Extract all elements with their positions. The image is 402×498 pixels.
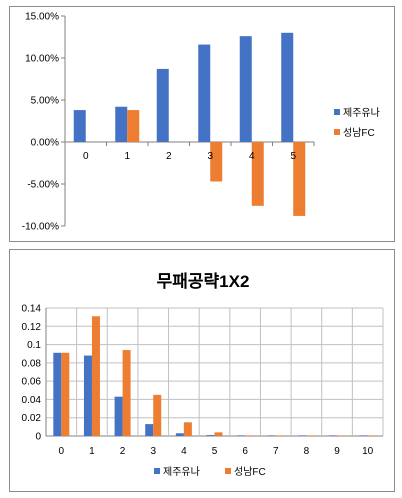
x-tick-label: 9 xyxy=(334,446,340,457)
x-tick-label: 8 xyxy=(304,446,310,457)
y-tick-label: 0.04 xyxy=(22,395,42,406)
x-tick-label: 4 xyxy=(249,151,255,162)
bar-2 xyxy=(214,432,223,436)
y-tick-label: 0.06 xyxy=(22,377,42,388)
x-tick-label: 1 xyxy=(89,446,95,457)
top-legend: 제주유나 성남FC xyxy=(334,107,380,139)
bar-2 xyxy=(293,142,306,216)
legend-swatch-series-2 xyxy=(334,129,340,135)
bar-1 xyxy=(175,433,184,436)
x-tick-label: 2 xyxy=(166,151,172,162)
legend-swatch-series-2 xyxy=(225,468,231,474)
top-chart-panel: 15.00% 10.00% 5.00% 0.00% -5.00% -10.00% 0 1 2 3… xyxy=(9,6,395,242)
y-tick-label: 0 xyxy=(35,432,41,443)
bar-1 xyxy=(237,435,246,436)
bar-1 xyxy=(239,36,252,142)
x-tick-label: 5 xyxy=(212,446,218,457)
x-tick-label: 3 xyxy=(207,151,213,162)
bar-1 xyxy=(298,435,307,436)
bar-1 xyxy=(359,435,368,436)
bar-1 xyxy=(198,44,211,143)
x-tick-label: 3 xyxy=(150,446,156,457)
x-tick-label: 10 xyxy=(362,446,374,457)
y-tick-label: 0.14 xyxy=(22,304,42,315)
x-tick-label: 7 xyxy=(273,446,279,457)
x-tick-label: 0 xyxy=(59,446,65,457)
y-tick-label: 5.00% xyxy=(31,96,59,107)
bar-2 xyxy=(251,142,264,206)
bar-1 xyxy=(53,352,62,436)
x-tick-label: 5 xyxy=(290,151,296,162)
y-tick-label: 0.02 xyxy=(22,413,42,424)
bar-2 xyxy=(183,422,192,436)
bottom-legend: 제주유나 성남FC xyxy=(154,466,266,478)
bar-1 xyxy=(156,68,169,142)
y-tick-label: -10.00% xyxy=(22,222,59,233)
bar-2 xyxy=(337,435,346,436)
bar-1 xyxy=(145,424,154,436)
bar-2 xyxy=(61,352,70,436)
chart-title: 무패공략1X2 xyxy=(157,272,250,291)
bar-1 xyxy=(329,435,338,436)
y-tick-label: 0.1 xyxy=(27,340,41,351)
y-tick-label: 0.00% xyxy=(31,138,59,149)
x-tick-label: 1 xyxy=(124,151,130,162)
bar-1 xyxy=(114,396,123,436)
bar-2 xyxy=(275,435,284,436)
bar-1 xyxy=(83,355,92,436)
bottom-chart-panel: 무패공략1X2 0.14 0.12 0.1 0.08 0.06 0.04 0.02 0 0 1 2… xyxy=(9,249,395,492)
y-tick-label: -5.00% xyxy=(27,180,59,191)
bar-2 xyxy=(153,394,162,436)
legend-swatch-series-1 xyxy=(154,468,160,474)
bar-2 xyxy=(210,142,223,182)
y-tick-label: 15.00% xyxy=(25,12,59,23)
bar-1 xyxy=(281,32,294,142)
legend-label-series-2: 성남FC xyxy=(234,466,266,478)
bar-1 xyxy=(206,435,215,436)
x-tick-label: 2 xyxy=(120,446,126,457)
legend-label-series-1: 제주유나 xyxy=(343,107,380,119)
y-tick-label: 10.00% xyxy=(25,54,59,65)
legend-label-series-1: 제주유나 xyxy=(163,466,200,478)
y-tick-label: 0.12 xyxy=(22,322,42,333)
legend-label-series-2: 성남FC xyxy=(343,127,375,139)
x-tick-label: 6 xyxy=(242,446,248,457)
bottom-chart: 무패공략1X2 0.14 0.12 0.1 0.08 0.06 0.04 0.02 0 0 1 2… xyxy=(22,272,384,478)
legend-swatch-series-1 xyxy=(334,109,340,115)
bar-2 xyxy=(127,110,140,142)
bar-2 xyxy=(91,316,100,436)
bar-2 xyxy=(245,435,254,436)
bar-1 xyxy=(267,435,276,436)
bar-2 xyxy=(306,435,315,436)
x-tick-label: 4 xyxy=(181,446,187,457)
bar-1 xyxy=(115,106,128,142)
x-tick-label: 0 xyxy=(83,151,89,162)
y-tick-label: 0.08 xyxy=(22,358,42,369)
bar-1 xyxy=(73,110,86,142)
bar-2 xyxy=(122,350,131,436)
bar-2 xyxy=(367,435,376,436)
top-chart: 15.00% 10.00% 5.00% 0.00% -5.00% -10.00% 0 1 2 3… xyxy=(22,12,380,233)
